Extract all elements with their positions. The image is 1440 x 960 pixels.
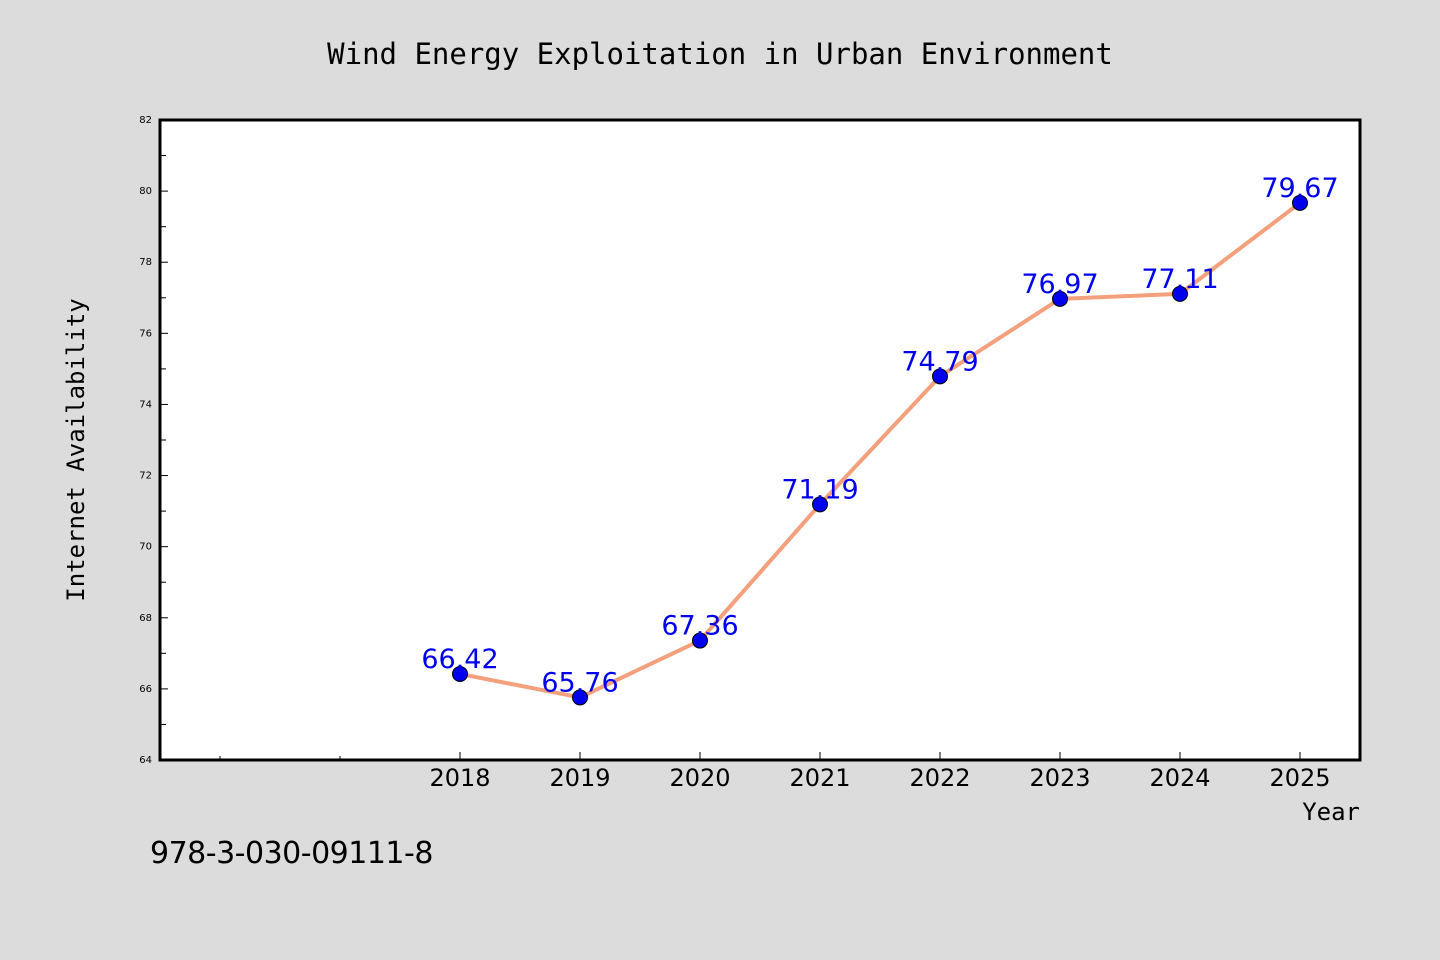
y-tick-label: 76 — [139, 328, 152, 339]
data-label: 74.79 — [901, 346, 978, 377]
data-point — [572, 689, 588, 706]
x-tick-label: 2021 — [789, 764, 850, 792]
y-tick-label: 72 — [139, 471, 152, 482]
x-axis-label: Year — [1302, 798, 1360, 826]
data-label: 71.19 — [781, 474, 858, 505]
y-tick-label: 82 — [139, 115, 152, 126]
data-label: 79.67 — [1261, 173, 1338, 204]
data-point — [812, 496, 828, 513]
x-tick-label: 2019 — [549, 764, 610, 792]
data-label: 76.97 — [1021, 269, 1098, 300]
x-tick-label: 2024 — [1149, 764, 1210, 792]
data-label: 65.76 — [541, 667, 618, 698]
data-point — [1172, 285, 1188, 302]
plot-frame — [158, 118, 1362, 762]
axis-ticks: 64 66 68 70 72 74 76 78 80 82 2018 2019 2020 2021 2022… — [139, 115, 1330, 792]
x-tick-label: 2022 — [909, 764, 970, 792]
data-label: 67.36 — [661, 611, 738, 642]
data-label: 77.11 — [1141, 264, 1218, 295]
y-tick-label: 66 — [139, 684, 152, 695]
footer-code: 978-3-030-09111-8 — [150, 836, 433, 871]
data-point — [452, 665, 468, 682]
x-tick-label: 2023 — [1029, 764, 1090, 792]
y-tick-label: 64 — [139, 755, 152, 766]
y-tick-label: 68 — [139, 613, 152, 624]
data-point — [1052, 290, 1068, 307]
y-tick-label: 74 — [139, 399, 152, 410]
plot-area — [160, 120, 1360, 760]
data-point — [692, 632, 708, 649]
data-label: 66.42 — [421, 644, 498, 675]
y-tick-label: 78 — [139, 257, 152, 268]
y-axis-label: Internet Availability — [62, 298, 90, 601]
y-tick-label: 80 — [139, 186, 152, 197]
x-tick-label: 2018 — [429, 764, 490, 792]
x-tick-label: 2025 — [1269, 764, 1330, 792]
chart-title: Wind Energy Exploitation in Urban Enviro… — [327, 37, 1113, 71]
data-series: 66.42 65.76 67.36 71.19 74.79 76.97 77.11 79.67 — [421, 173, 1339, 706]
y-tick-label: 70 — [139, 542, 152, 553]
x-tick-label: 2020 — [669, 764, 730, 792]
data-point — [932, 368, 948, 385]
data-point — [1292, 194, 1308, 211]
series-line — [459, 201, 1302, 700]
